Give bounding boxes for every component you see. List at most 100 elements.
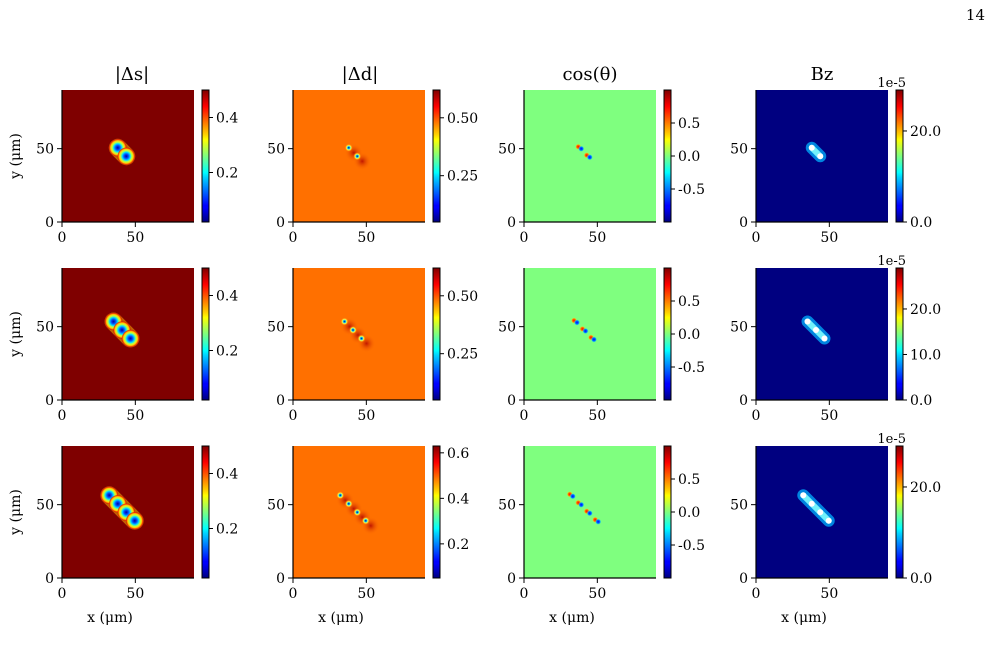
y-tick-label: 0 <box>276 393 285 409</box>
y-tick-label: 50 <box>36 142 54 158</box>
x-tick-label: 50 <box>588 586 606 602</box>
x-tick-label: 0 <box>289 586 298 602</box>
colorbar-tick-label: 20.0 <box>910 302 941 318</box>
panel-deltas-row3: 0 50 0 50 0.2 0.4 <box>36 445 238 602</box>
y-tick-label: 0 <box>276 571 285 587</box>
colorbar-tick-label: 0.2 <box>447 537 469 553</box>
panel-costheta-row2: 0 50 0 50 -0.5 0.0 0.5 <box>498 267 705 424</box>
x-tick-label: 50 <box>588 408 606 424</box>
x-tick-label: 50 <box>588 230 606 246</box>
y-tick-label: 50 <box>267 320 285 336</box>
y-axis-label: y (μm) <box>8 489 24 536</box>
panel-bz-row2: 0 50 0 50 0.0 10.0 20.0 1e-5 <box>730 254 941 424</box>
phase-blue-lobe <box>586 510 593 517</box>
colorbar <box>895 445 904 579</box>
colorbar-exponent: 1e-5 <box>877 432 906 447</box>
x-tick-label: 50 <box>820 586 838 602</box>
colorbar <box>201 267 210 401</box>
field-peak <box>825 517 832 524</box>
colorbar-tick-label: 0.0 <box>678 149 700 165</box>
colorbar-tick-label: 0.0 <box>910 571 932 587</box>
colorbar <box>432 267 441 401</box>
colorbar-exponent: 1e-5 <box>877 254 906 269</box>
panel-costheta-row1: 0 50 0 50 -0.5 0.0 0.5 <box>498 89 705 246</box>
colorbar <box>663 89 672 223</box>
y-tick-label: 0 <box>739 393 748 409</box>
y-tick-label: 0 <box>45 215 54 231</box>
x-axis-label: x (μm) <box>318 610 364 626</box>
panel-bz-row1: 0 50 0 50 0.0 20.0 1e-5 <box>730 76 941 246</box>
y-tick-label: 0 <box>507 571 516 587</box>
colorbar-tick-label: 0.5 <box>678 116 700 132</box>
x-tick-label: 0 <box>752 230 761 246</box>
vortex-core-group <box>805 141 827 163</box>
panel-deltad-row3: 0 50 0 50 0.2 0.4 0.6 <box>267 445 469 602</box>
colorbar-tick-label: 0.4 <box>447 491 469 507</box>
field-peak <box>808 144 815 151</box>
panel-deltad-row2: 0 50 0 50 0.25 0.50 <box>267 267 478 424</box>
x-tick-label: 50 <box>357 408 375 424</box>
vortex-core <box>117 147 136 166</box>
x-tick-label: 50 <box>126 586 144 602</box>
colorbar-tick-label: 0.0 <box>910 215 932 231</box>
colorbar-tick-label: 0.6 <box>447 446 469 462</box>
colorbar-exponent: 1e-5 <box>877 76 906 91</box>
colorbar-tick-label: 0.0 <box>678 327 700 343</box>
x-axis-label: x (μm) <box>549 610 595 626</box>
vortex-core-group <box>340 317 376 353</box>
y-tick-label: 50 <box>498 142 516 158</box>
colorbar-tick-label: 20.0 <box>910 124 941 140</box>
field-peak <box>817 509 824 516</box>
colorbar <box>895 89 904 223</box>
vortex-core-group <box>104 312 140 348</box>
colorbar-tick-label: 0.5 <box>678 472 700 488</box>
y-tick-label: 0 <box>739 215 748 231</box>
x-tick-label: 50 <box>820 408 838 424</box>
field-peak <box>804 318 811 325</box>
vortex-core-group <box>336 491 380 535</box>
column-title-deltas: |Δs| <box>115 64 149 85</box>
panel-deltas-row1: 0 50 0 50 0.2 0.4 <box>36 89 238 246</box>
vortex-core <box>344 143 353 152</box>
vortex-core-group <box>108 138 136 166</box>
x-tick-label: 0 <box>520 586 529 602</box>
vortex-core-group <box>571 317 597 343</box>
field-peak <box>813 327 819 333</box>
phase-blue-lobe <box>569 493 576 500</box>
vortex-core-group <box>575 143 593 161</box>
vortex-core <box>353 508 362 517</box>
vortex-core-group <box>566 491 602 525</box>
x-tick-label: 0 <box>520 408 529 424</box>
phase-blue-lobe <box>578 501 585 508</box>
y-tick-label: 50 <box>267 142 285 158</box>
x-tick-label: 50 <box>126 408 144 424</box>
x-tick-label: 50 <box>357 230 375 246</box>
y-tick-label: 50 <box>730 142 748 158</box>
colorbar <box>432 89 441 223</box>
vortex-core <box>344 499 353 508</box>
panel-deltad-row1: 0 50 0 50 0.25 0.50 <box>267 89 478 246</box>
y-tick-label: 50 <box>730 498 748 514</box>
panel-costheta-row3: 0 50 0 50 -0.5 0.0 0.5 <box>498 445 705 602</box>
phase-blue-lobe <box>574 319 581 326</box>
phase-blue-lobe <box>595 518 602 525</box>
colorbar-tick-label: 0.25 <box>447 347 478 363</box>
colorbar-tick-label: 0.50 <box>447 289 478 305</box>
column-title-bz: Bz <box>811 64 834 85</box>
x-tick-label: 0 <box>289 408 298 424</box>
x-tick-label: 0 <box>58 408 67 424</box>
x-tick-label: 50 <box>820 230 838 246</box>
vortex-core <box>125 511 144 530</box>
vortex-core <box>340 317 349 326</box>
colorbar-tick-label: -0.5 <box>678 538 705 554</box>
x-tick-label: 50 <box>357 586 375 602</box>
y-axis-label: y (μm) <box>8 133 24 180</box>
colorbar-tick-label: 0.4 <box>216 467 238 483</box>
y-tick-label: 0 <box>276 215 285 231</box>
page-number: 14 <box>966 6 985 24</box>
x-tick-label: 0 <box>58 586 67 602</box>
colorbar-tick-label: 0.2 <box>216 344 238 360</box>
x-tick-label: 0 <box>520 230 529 246</box>
vortex-core <box>349 326 357 334</box>
vortex-core <box>121 329 140 348</box>
